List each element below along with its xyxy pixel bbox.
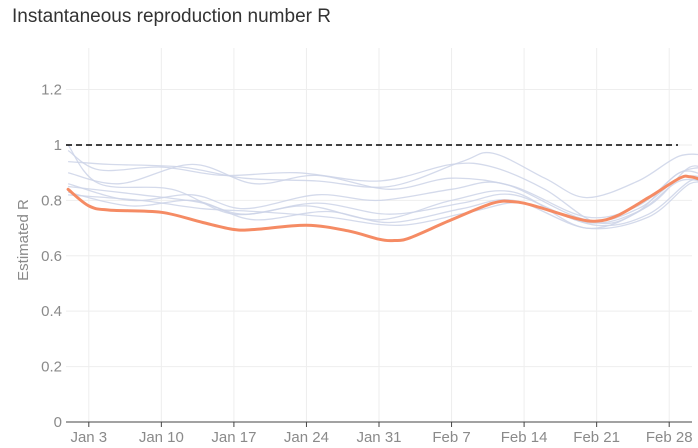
y-tick-label: 1 [54, 137, 62, 154]
x-tick-label: Jan 24 [284, 429, 329, 446]
x-tick-label: Jan 10 [139, 429, 184, 446]
y-axis-title: Estimated R [15, 199, 32, 281]
y-tick-label: 0 [54, 414, 62, 431]
axis-layer: Jan 3 Jan 10 Jan 17 Jan 24 Jan 31 Feb 7 Feb 14… [41, 82, 692, 446]
grid-layer [66, 48, 692, 422]
background-series-line [68, 181, 698, 230]
series-layer [67, 144, 698, 230]
background-series-line [67, 178, 698, 224]
y-tick-label: 1.2 [41, 82, 62, 99]
background-series-line [68, 151, 698, 199]
x-tick-label: Feb 14 [501, 429, 548, 446]
background-series-line [67, 163, 698, 219]
y-tick-label: 0.6 [41, 248, 62, 265]
y-tick-label: 0.8 [41, 192, 62, 209]
background-series-line [68, 177, 698, 227]
highlight-series-layer [66, 174, 698, 243]
chart-title: Instantaneous reproduction number R [12, 6, 331, 27]
x-tick-label: Feb 21 [573, 429, 620, 446]
x-tick-label: Jan 31 [356, 429, 401, 446]
y-tick-label: 0.4 [41, 303, 62, 320]
highlight-series-line [66, 174, 698, 243]
x-tick-label: Feb 28 [646, 429, 693, 446]
x-tick-label: Jan 3 [70, 429, 107, 446]
x-tick-label: Jan 17 [211, 429, 256, 446]
background-series-line [67, 144, 698, 229]
y-tick-label: 0.2 [41, 359, 62, 376]
x-tick-label: Feb 7 [432, 429, 470, 446]
